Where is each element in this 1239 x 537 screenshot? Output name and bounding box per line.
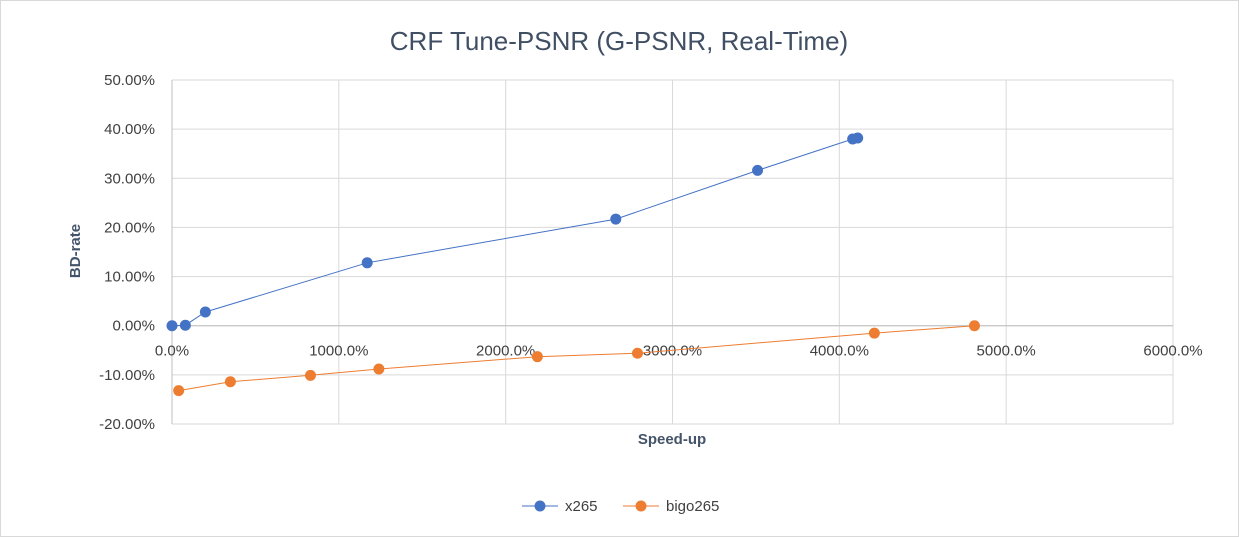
x-tick-label: 4000.0% <box>810 343 869 360</box>
y-tick-label: -10.00% <box>99 367 155 384</box>
data-point-bigo265 <box>173 385 185 397</box>
legend: x265 bigo265 <box>522 498 719 515</box>
data-point-x265 <box>166 320 178 332</box>
data-point-x265 <box>752 164 764 176</box>
y-tick-label: -20.00% <box>99 416 155 433</box>
data-point-bigo265 <box>531 351 543 363</box>
data-point-bigo265 <box>968 320 980 332</box>
x-axis-title: Speed-up <box>638 431 706 448</box>
legend-label: x265 <box>565 498 598 515</box>
y-tick-label: 10.00% <box>104 269 155 286</box>
chart-title: CRF Tune-PSNR (G-PSNR, Real-Time) <box>390 26 848 56</box>
series-line-bigo265 <box>178 325 975 392</box>
x-tick-label: 1000.0% <box>309 343 368 360</box>
data-point-x265 <box>610 213 622 225</box>
legend-entry-x265: x265 <box>522 498 598 515</box>
x-tick-label: 5000.0% <box>977 343 1036 360</box>
tick-labels: -20.00% -10.00% 0.00% 10.00% 20.00% 30.00% 40.… <box>99 72 1202 433</box>
y-tick-label: 0.00% <box>112 318 155 335</box>
x-tick-label: 6000.0% <box>1143 343 1202 360</box>
data-point-x265 <box>852 132 864 144</box>
legend-entry-bigo265: bigo265 <box>623 498 719 515</box>
legend-marker <box>635 500 647 512</box>
y-axis-title: BD-rate <box>67 224 84 278</box>
data-point-bigo265 <box>868 327 880 339</box>
grid-lines <box>171 79 1174 425</box>
data-point-bigo265 <box>631 347 643 359</box>
legend-label: bigo265 <box>666 498 719 515</box>
data-point-bigo265 <box>224 376 236 388</box>
data-point-x265 <box>179 319 191 331</box>
data-point-x265 <box>199 306 211 318</box>
x-tick-label: 0.0% <box>155 343 189 360</box>
x-tick-label: 2000.0% <box>476 343 535 360</box>
x-tick-label: 3000.0% <box>643 343 702 360</box>
data-series <box>166 132 980 397</box>
data-point-x265 <box>361 257 373 269</box>
y-tick-label: 20.00% <box>104 219 155 236</box>
legend-marker <box>534 500 546 512</box>
y-tick-label: 50.00% <box>104 72 155 89</box>
y-tick-label: 40.00% <box>104 121 155 138</box>
y-tick-label: 30.00% <box>104 170 155 187</box>
data-point-bigo265 <box>304 369 316 381</box>
data-point-bigo265 <box>373 363 385 375</box>
